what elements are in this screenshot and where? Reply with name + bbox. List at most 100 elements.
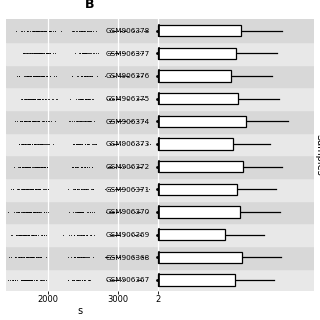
Point (79, 232, 84, 237)
Point (76, 51, 81, 56)
Point (119, 28, 124, 33)
Point (75, 277, 80, 283)
Point (84, 51, 90, 56)
Point (30, 119, 36, 124)
Point (40, 73, 45, 78)
Point (84, 96, 89, 101)
Point (113, 28, 118, 33)
Point (138, 232, 143, 237)
Point (116, 187, 121, 192)
Point (80, 232, 85, 237)
Point (83, 51, 88, 56)
Point (140, 277, 146, 283)
Point (47, 28, 52, 33)
Point (36, 28, 41, 33)
Point (34, 209, 39, 214)
Point (15, 232, 20, 237)
Point (137, 141, 142, 147)
Point (9, 255, 14, 260)
Point (35, 28, 40, 33)
Point (39, 96, 44, 101)
Point (80, 96, 85, 101)
Point (116, 255, 121, 260)
Point (19, 187, 24, 192)
Point (24, 209, 29, 214)
Point (19, 232, 24, 237)
Point (25, 209, 30, 214)
Point (136, 187, 141, 192)
Point (82, 96, 87, 101)
Point (69, 164, 75, 169)
Point (27, 209, 32, 214)
Point (37, 96, 42, 101)
Point (93, 51, 98, 56)
Point (77, 51, 83, 56)
Point (78, 141, 83, 147)
Point (118, 119, 124, 124)
Point (72, 187, 77, 192)
Point (31, 119, 36, 124)
Point (117, 141, 122, 147)
Point (74, 187, 79, 192)
Point (28, 209, 33, 214)
Point (71, 232, 76, 237)
Point (130, 119, 135, 124)
Point (44, 73, 50, 78)
Point (12, 277, 18, 283)
Point (25, 209, 30, 214)
Point (41, 187, 46, 192)
Bar (6, 87, 153, 110)
Point (55, 96, 60, 101)
Point (28, 255, 34, 260)
Point (13, 209, 18, 214)
Point (21, 187, 26, 192)
Point (20, 187, 25, 192)
Point (135, 209, 140, 214)
Point (115, 187, 120, 192)
Point (134, 96, 139, 101)
Point (15, 277, 20, 283)
Point (44, 73, 50, 78)
Point (83, 164, 88, 169)
Point (60, 232, 66, 237)
Point (41, 73, 46, 78)
Point (29, 141, 34, 147)
Point (70, 277, 76, 283)
Point (28, 164, 33, 169)
Point (120, 277, 125, 283)
Point (28, 73, 34, 78)
Point (74, 232, 79, 237)
Point (40, 28, 45, 33)
Point (36, 209, 41, 214)
Point (22, 187, 27, 192)
Point (112, 277, 117, 283)
Point (33, 51, 38, 56)
Point (44, 51, 49, 56)
Point (30, 96, 36, 101)
Point (117, 164, 122, 169)
Point (38, 28, 43, 33)
Point (85, 73, 90, 78)
Point (17, 232, 22, 237)
Point (31, 119, 36, 124)
Point (29, 255, 34, 260)
Point (29, 141, 34, 147)
Point (33, 96, 38, 101)
Point (71, 232, 76, 237)
Point (23, 209, 28, 214)
Point (20, 141, 25, 147)
Point (83, 51, 88, 56)
Point (84, 51, 89, 56)
Point (37, 51, 42, 56)
Point (85, 187, 91, 192)
Point (30, 96, 35, 101)
Point (27, 164, 32, 169)
Point (83, 141, 88, 147)
Point (34, 73, 39, 78)
Bar (158, 274, 235, 285)
Point (115, 141, 120, 147)
Point (24, 187, 29, 192)
Point (112, 209, 117, 214)
Point (37, 187, 42, 192)
Point (20, 119, 25, 124)
